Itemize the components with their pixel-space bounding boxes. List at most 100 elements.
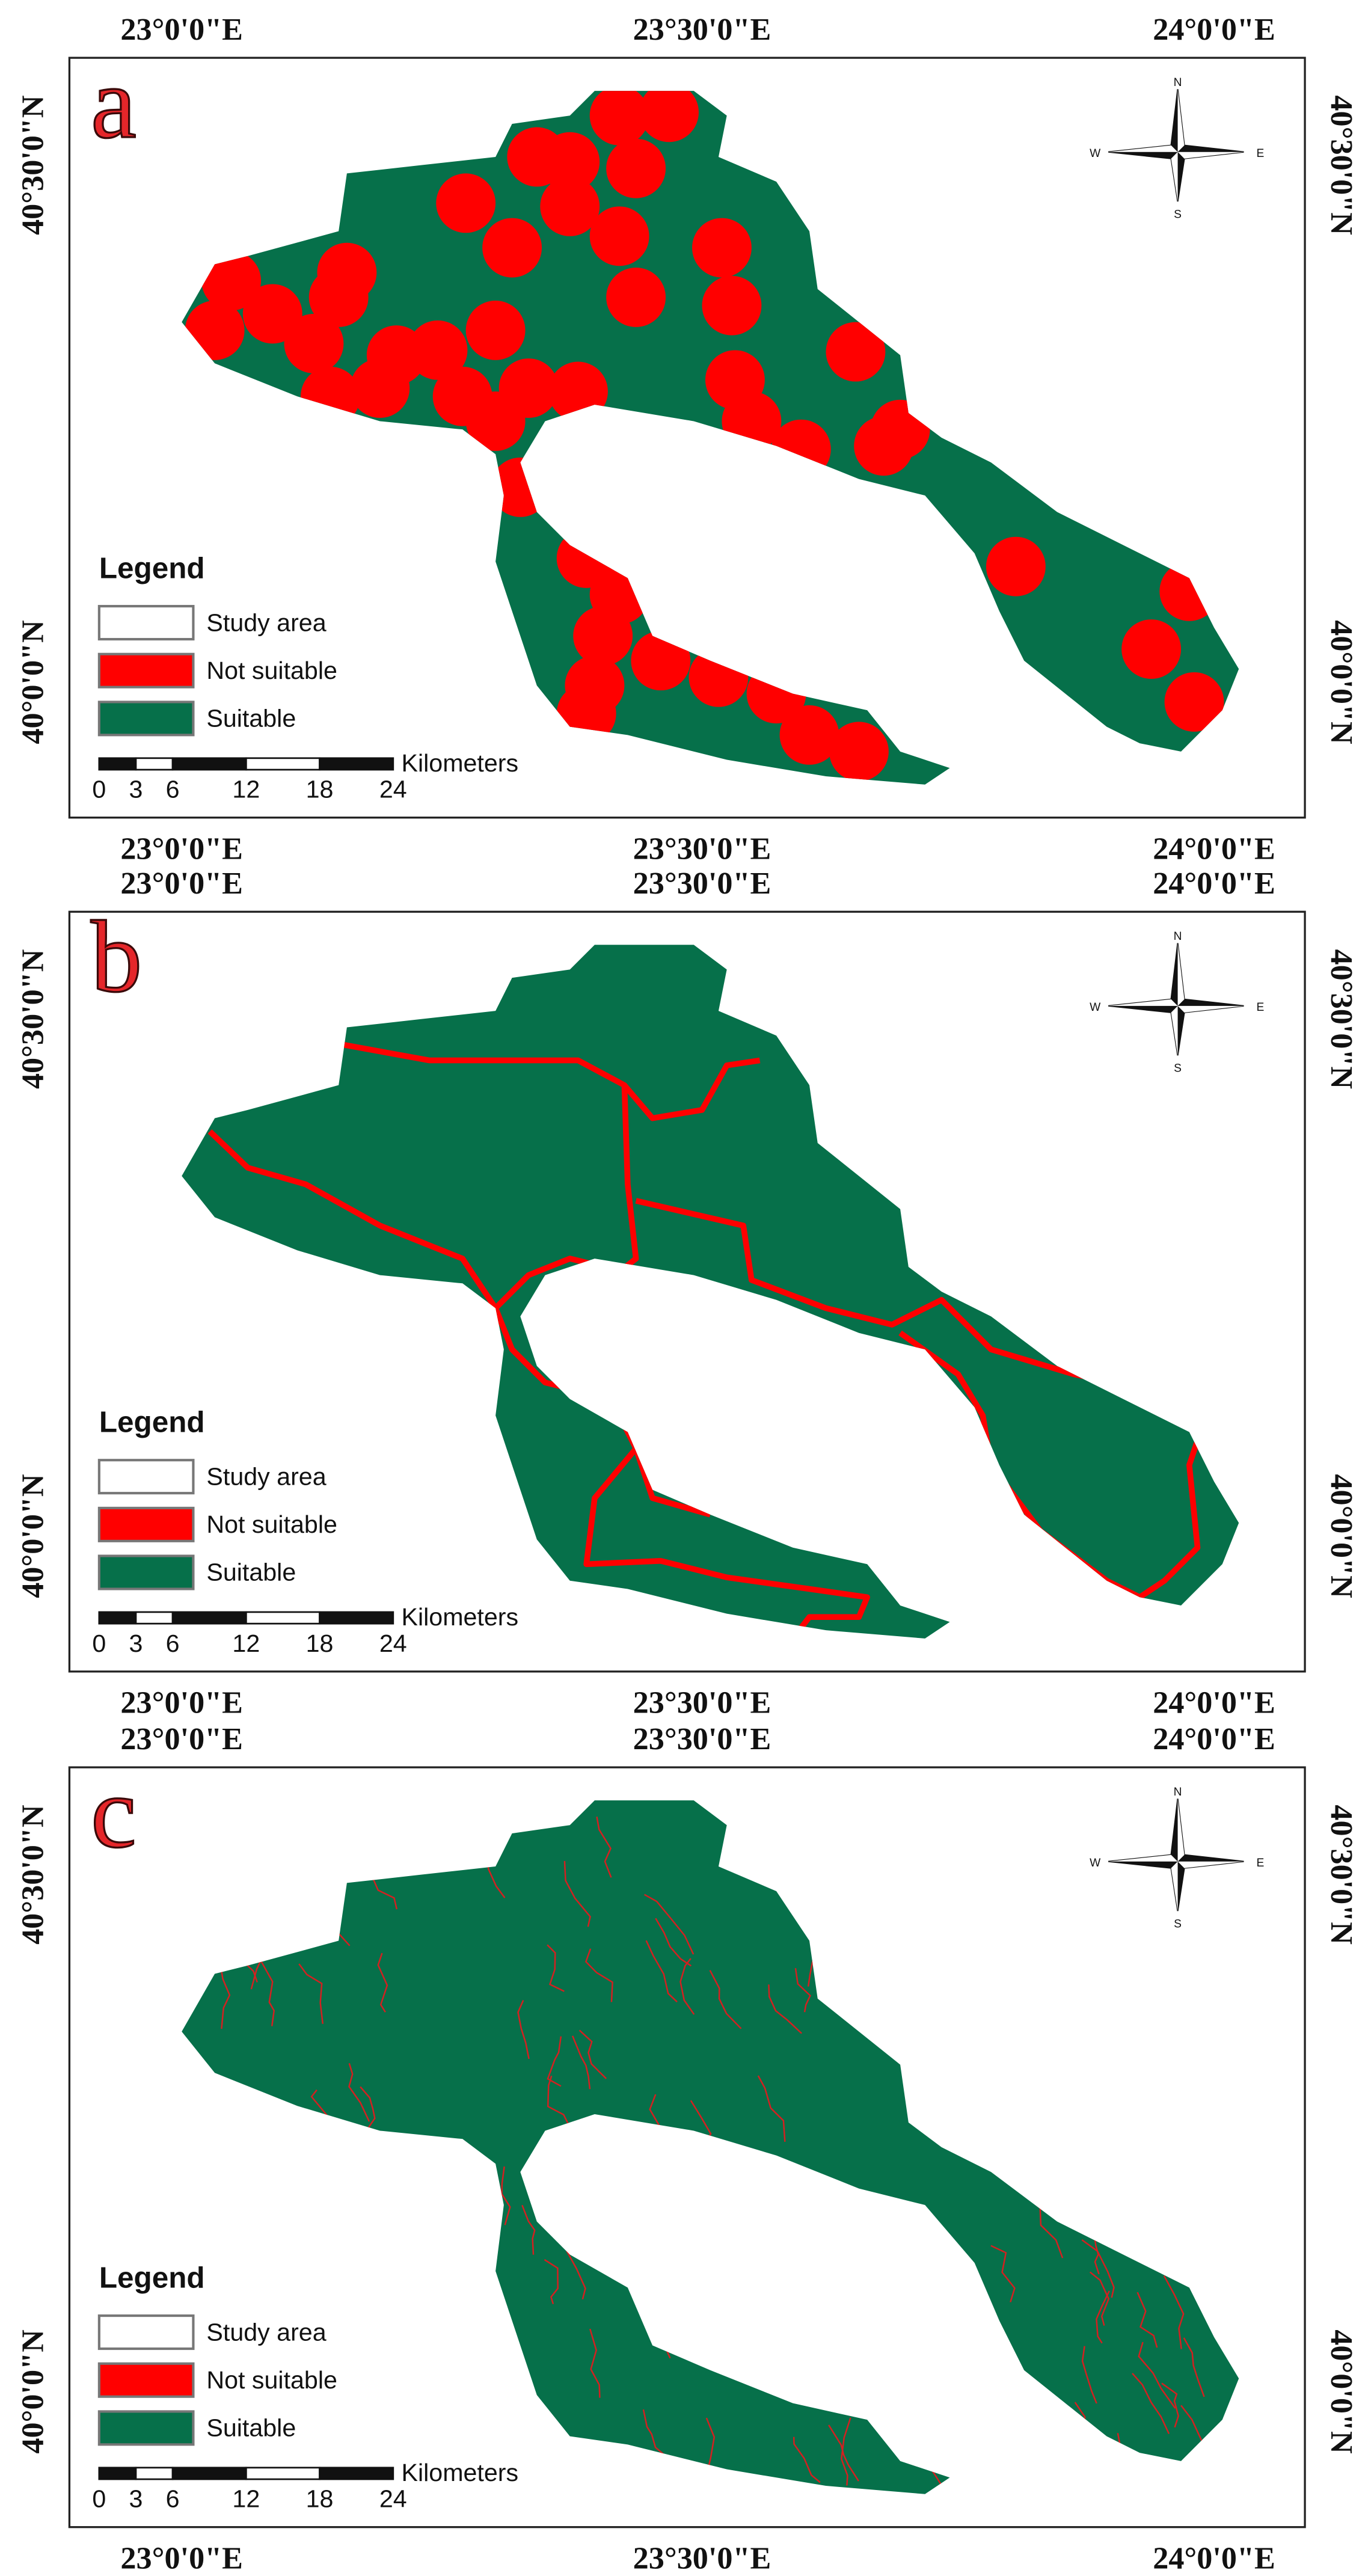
scale-tick-label: 3 bbox=[129, 2485, 143, 2513]
legend-item: Not suitable bbox=[206, 1510, 337, 1538]
scale-tick-label: 24 bbox=[379, 2485, 407, 2513]
river bbox=[1081, 2239, 1115, 2298]
river bbox=[578, 2029, 607, 2079]
left-coord-label: 40°30'0"N bbox=[15, 1805, 50, 1945]
not-suitable-zone bbox=[465, 300, 526, 360]
not-suitable-zone bbox=[705, 350, 765, 410]
compass-highlight bbox=[1108, 1799, 1244, 1912]
top-coord-label: 23°0'0"E bbox=[120, 866, 243, 901]
top-coord-label: 23°30'0"E bbox=[633, 1722, 771, 1756]
river bbox=[655, 1918, 692, 1967]
scale-segment bbox=[245, 1611, 321, 1625]
river bbox=[377, 1952, 388, 2013]
not-suitable-zone bbox=[692, 218, 752, 278]
scale-segment bbox=[98, 2467, 137, 2480]
river bbox=[645, 1940, 678, 2003]
not-suitable-zone bbox=[201, 251, 262, 311]
not-suitable-zone bbox=[589, 206, 649, 266]
top-coord-label: 24°0'0"E bbox=[1153, 866, 1275, 901]
not-suitable-zone bbox=[242, 284, 302, 344]
map-panel: c23°0'0"E 23°30'0"E 24°0'0"E23°0'0"E 23°30'… bbox=[15, 1722, 1359, 2575]
not-suitable-zone bbox=[826, 322, 886, 382]
legend-item: Study area bbox=[206, 609, 326, 636]
bottom-coord-label: 23°30'0"E bbox=[633, 831, 771, 866]
bottom-coord-label: 24°0'0"E bbox=[1153, 1685, 1275, 1720]
compass-letter: N bbox=[1174, 76, 1182, 89]
legend-swatch bbox=[97, 652, 195, 688]
river bbox=[679, 1958, 695, 2015]
river bbox=[642, 2409, 672, 2461]
compass-letter: E bbox=[1256, 1001, 1264, 1014]
river bbox=[1096, 2290, 1110, 2344]
river bbox=[990, 2245, 1016, 2302]
river bbox=[260, 1960, 275, 2026]
river bbox=[348, 2063, 370, 2122]
river bbox=[841, 2417, 851, 2486]
not-suitable-zone bbox=[986, 536, 1046, 596]
not-suitable-zone bbox=[436, 173, 496, 233]
not-suitable-zone bbox=[540, 176, 600, 236]
top-coord-label: 24°0'0"E bbox=[1153, 12, 1275, 47]
river bbox=[571, 2035, 591, 2090]
scale-segment bbox=[135, 757, 174, 771]
not-suitable-zone bbox=[589, 91, 649, 146]
river bbox=[828, 2424, 859, 2482]
not-suitable-zone bbox=[639, 91, 699, 143]
right-coord-label: 40°30'0"N bbox=[1324, 949, 1359, 1090]
bottom-coord-label: 24°0'0"E bbox=[1153, 2541, 1275, 2575]
left-coord-label: 40°30'0"N bbox=[15, 949, 50, 1090]
right-coord-label: 40°0'0"N bbox=[1324, 1474, 1359, 1598]
river bbox=[547, 1944, 565, 1992]
scale-segment bbox=[135, 2467, 174, 2480]
bottom-coord-label: 23°0'0"E bbox=[120, 1685, 243, 1720]
river bbox=[521, 2204, 536, 2255]
river bbox=[643, 1894, 695, 1955]
legend-item: Suitable bbox=[206, 705, 296, 732]
right-coord-label: 40°0'0"N bbox=[1324, 620, 1359, 744]
river bbox=[793, 2436, 821, 2483]
river bbox=[547, 2075, 572, 2130]
scale-segment bbox=[171, 1611, 247, 1625]
scale-tick-label: 6 bbox=[166, 2485, 180, 2513]
river bbox=[501, 2166, 511, 2225]
legend-swatch bbox=[97, 2314, 195, 2351]
left-coord-label: 40°0'0"N bbox=[15, 2329, 50, 2453]
river bbox=[1081, 2346, 1097, 2404]
compass-letter: S bbox=[1174, 1063, 1182, 1075]
not-suitable-zone bbox=[779, 705, 839, 765]
road-buffer bbox=[338, 1041, 761, 1121]
not-suitable-zone bbox=[702, 275, 762, 336]
river bbox=[768, 1984, 802, 2034]
top-coord-label: 23°30'0"E bbox=[633, 12, 771, 47]
river bbox=[1163, 2275, 1185, 2349]
scale-segment bbox=[319, 1611, 394, 1625]
not-suitable-zone bbox=[606, 267, 666, 327]
scale-tick-label: 0 bbox=[92, 776, 106, 803]
scale-tick-label: 24 bbox=[379, 776, 407, 803]
scale-tick-label: 3 bbox=[129, 1630, 143, 1657]
legend-swatch bbox=[97, 701, 195, 737]
not-suitable-zone bbox=[408, 320, 468, 380]
river bbox=[1089, 2271, 1110, 2326]
river bbox=[709, 1970, 742, 2029]
legend-swatch bbox=[97, 1506, 195, 1542]
scale-tick-label: 12 bbox=[232, 1630, 260, 1657]
bottom-coord-label: 23°0'0"E bbox=[120, 831, 243, 866]
not-suitable-zone bbox=[317, 242, 377, 302]
bottom-coord-label: 23°30'0"E bbox=[633, 2541, 771, 2575]
scale-segment bbox=[245, 757, 321, 771]
not-suitable-zone bbox=[465, 391, 526, 451]
compass-letter: W bbox=[1090, 147, 1101, 160]
legend-swatch bbox=[97, 1459, 195, 1495]
legend-title: Legend bbox=[99, 2261, 205, 2294]
river bbox=[544, 2259, 559, 2304]
scale-tick-label: 12 bbox=[232, 776, 260, 803]
compass-letter: E bbox=[1256, 1857, 1264, 1869]
compass-letter: W bbox=[1090, 1001, 1101, 1014]
scale-tick-label: 6 bbox=[166, 776, 180, 803]
left-coord-label: 40°0'0"N bbox=[15, 1474, 50, 1598]
panel-label: b bbox=[91, 900, 142, 1013]
river bbox=[298, 1963, 324, 2024]
not-suitable-zone bbox=[606, 138, 666, 198]
